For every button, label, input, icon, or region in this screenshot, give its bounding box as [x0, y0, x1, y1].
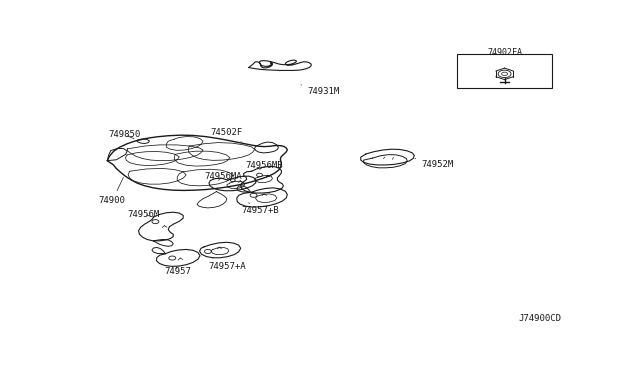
- Polygon shape: [188, 142, 255, 160]
- Text: 74952M: 74952M: [415, 158, 454, 169]
- Polygon shape: [125, 151, 179, 166]
- Polygon shape: [136, 139, 150, 144]
- FancyBboxPatch shape: [457, 54, 552, 88]
- Polygon shape: [128, 169, 186, 184]
- Polygon shape: [156, 250, 200, 266]
- Polygon shape: [197, 192, 227, 208]
- Polygon shape: [237, 188, 287, 207]
- Polygon shape: [177, 169, 233, 186]
- Text: 74900: 74900: [99, 177, 125, 205]
- Polygon shape: [166, 137, 203, 150]
- Polygon shape: [361, 149, 414, 165]
- Polygon shape: [211, 247, 229, 254]
- Polygon shape: [209, 176, 256, 191]
- Polygon shape: [108, 148, 127, 161]
- Polygon shape: [152, 247, 165, 254]
- Polygon shape: [237, 186, 251, 192]
- Polygon shape: [255, 194, 277, 202]
- Polygon shape: [241, 166, 284, 193]
- Text: 74956M: 74956M: [127, 210, 160, 219]
- Polygon shape: [227, 181, 244, 189]
- Text: 74957+B: 74957+B: [242, 203, 279, 215]
- Polygon shape: [255, 175, 273, 183]
- Text: 74956MA: 74956MA: [204, 172, 242, 181]
- Text: 74956MB: 74956MB: [246, 161, 284, 170]
- Text: 74957+A: 74957+A: [208, 258, 246, 272]
- Text: 74502F: 74502F: [210, 128, 242, 141]
- Polygon shape: [127, 145, 203, 161]
- Polygon shape: [364, 155, 408, 168]
- Polygon shape: [174, 151, 230, 166]
- Text: 74957: 74957: [164, 267, 191, 276]
- Polygon shape: [249, 60, 311, 70]
- Polygon shape: [200, 242, 241, 258]
- Text: 749850: 749850: [109, 130, 141, 140]
- Polygon shape: [108, 135, 287, 190]
- Text: 74902FA: 74902FA: [487, 48, 522, 57]
- Polygon shape: [138, 212, 183, 241]
- Polygon shape: [154, 240, 173, 246]
- Polygon shape: [255, 142, 278, 153]
- Text: J74900CD: J74900CD: [518, 314, 561, 323]
- Text: 74931M: 74931M: [301, 85, 339, 96]
